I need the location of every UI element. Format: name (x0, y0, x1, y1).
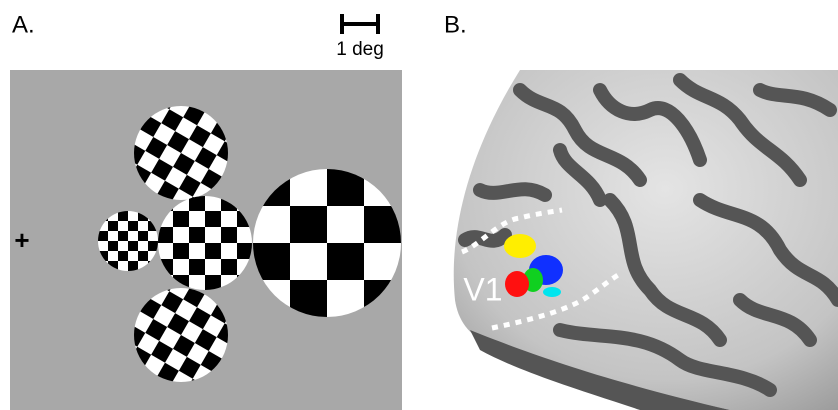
v1-boundary (460, 207, 620, 331)
checkerboard (158, 196, 252, 290)
activation (504, 234, 563, 297)
checkerboard (134, 106, 228, 200)
checkerboard (134, 288, 228, 382)
region-label: V1 (463, 271, 502, 307)
brain-shade (470, 330, 730, 410)
sulci (458, 73, 838, 397)
panel-label: A. (12, 11, 35, 38)
checkerboard (253, 169, 401, 317)
checkerboard (98, 211, 158, 271)
brain-surface (453, 70, 838, 410)
panel-label: B. (444, 11, 467, 38)
fixation-cross: + (14, 225, 29, 255)
scale-label: 1 deg (336, 39, 384, 60)
